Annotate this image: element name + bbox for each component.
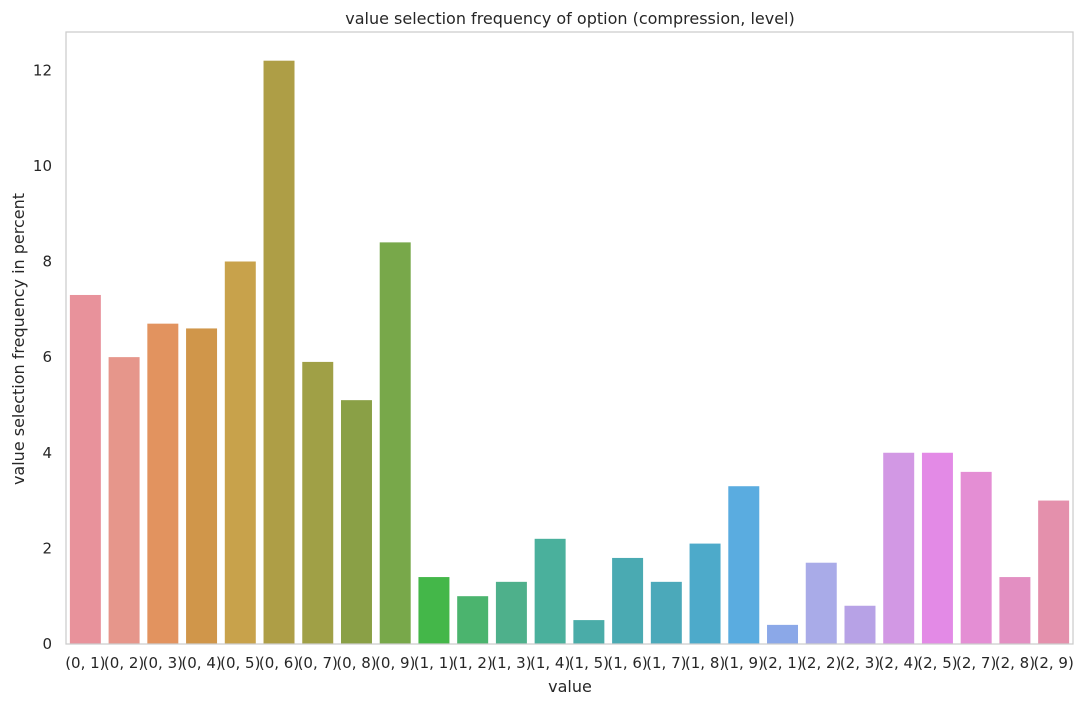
x-tick-label: (2, 7) bbox=[956, 654, 996, 672]
bar bbox=[921, 452, 953, 644]
x-tick-label: (0, 9) bbox=[375, 654, 415, 672]
y-tick-label: 8 bbox=[42, 253, 52, 271]
x-axis-label: value bbox=[548, 677, 592, 696]
x-tick-label: (0, 1) bbox=[65, 654, 105, 672]
bar bbox=[379, 242, 411, 644]
bar bbox=[534, 538, 566, 644]
bar bbox=[69, 294, 101, 644]
y-axis-ticks: 0 2 4 6 8 10 12 bbox=[33, 61, 52, 653]
y-tick-label: 10 bbox=[33, 157, 52, 175]
bar bbox=[883, 452, 915, 644]
bar bbox=[767, 624, 799, 644]
chart-title: value selection frequency of option (com… bbox=[345, 9, 794, 28]
x-tick-label: (0, 3) bbox=[143, 654, 183, 672]
x-tick-label: (2, 3) bbox=[840, 654, 880, 672]
x-tick-label: (0, 5) bbox=[220, 654, 260, 672]
x-tick-label: (0, 4) bbox=[181, 654, 221, 672]
x-tick-label: (1, 2) bbox=[453, 654, 493, 672]
x-tick-label: (1, 5) bbox=[569, 654, 609, 672]
x-tick-label: (2, 5) bbox=[917, 654, 957, 672]
bar bbox=[612, 557, 644, 644]
x-tick-label: (0, 7) bbox=[298, 654, 338, 672]
x-tick-label: (0, 2) bbox=[104, 654, 144, 672]
y-tick-label: 0 bbox=[42, 635, 52, 653]
x-tick-label: (1, 9) bbox=[724, 654, 764, 672]
bar bbox=[689, 543, 721, 644]
bar bbox=[263, 60, 295, 644]
x-tick-label: (2, 9) bbox=[1033, 654, 1073, 672]
bar bbox=[728, 486, 760, 644]
bar bbox=[418, 577, 450, 644]
x-tick-label: (2, 8) bbox=[995, 654, 1035, 672]
x-tick-label: (0, 8) bbox=[336, 654, 376, 672]
bar bbox=[186, 328, 218, 644]
bar bbox=[960, 471, 992, 644]
x-tick-label: (1, 7) bbox=[646, 654, 686, 672]
bar bbox=[650, 581, 682, 644]
bar bbox=[147, 323, 179, 644]
bar bbox=[573, 620, 605, 644]
y-tick-label: 6 bbox=[42, 348, 52, 366]
bar bbox=[108, 357, 140, 644]
bar bbox=[844, 605, 876, 644]
bar bbox=[1038, 500, 1070, 644]
bar bbox=[224, 261, 256, 644]
x-tick-label: (1, 4) bbox=[530, 654, 570, 672]
x-tick-label: (1, 6) bbox=[607, 654, 647, 672]
x-tick-label: (1, 3) bbox=[491, 654, 531, 672]
bar-series bbox=[69, 60, 1070, 644]
x-tick-label: (2, 1) bbox=[762, 654, 802, 672]
x-tick-label: (1, 1) bbox=[414, 654, 454, 672]
x-tick-label: (0, 6) bbox=[259, 654, 299, 672]
bar bbox=[495, 581, 527, 644]
x-tick-label: (1, 8) bbox=[685, 654, 725, 672]
y-tick-label: 4 bbox=[42, 444, 52, 462]
bar bbox=[302, 361, 334, 644]
bar bbox=[340, 400, 372, 644]
bar bbox=[999, 577, 1031, 644]
y-axis-label: value selection frequency in percent bbox=[9, 193, 28, 485]
x-axis-ticks: (0, 1)(0, 2)(0, 3)(0, 4)(0, 5)(0, 6)(0, … bbox=[65, 654, 1074, 672]
y-tick-label: 2 bbox=[42, 539, 52, 557]
bar bbox=[457, 596, 489, 644]
plot-frame bbox=[65, 31, 1074, 645]
bar bbox=[805, 562, 837, 644]
y-tick-label: 12 bbox=[33, 61, 52, 79]
x-tick-label: (2, 2) bbox=[801, 654, 841, 672]
x-tick-label: (2, 4) bbox=[879, 654, 919, 672]
